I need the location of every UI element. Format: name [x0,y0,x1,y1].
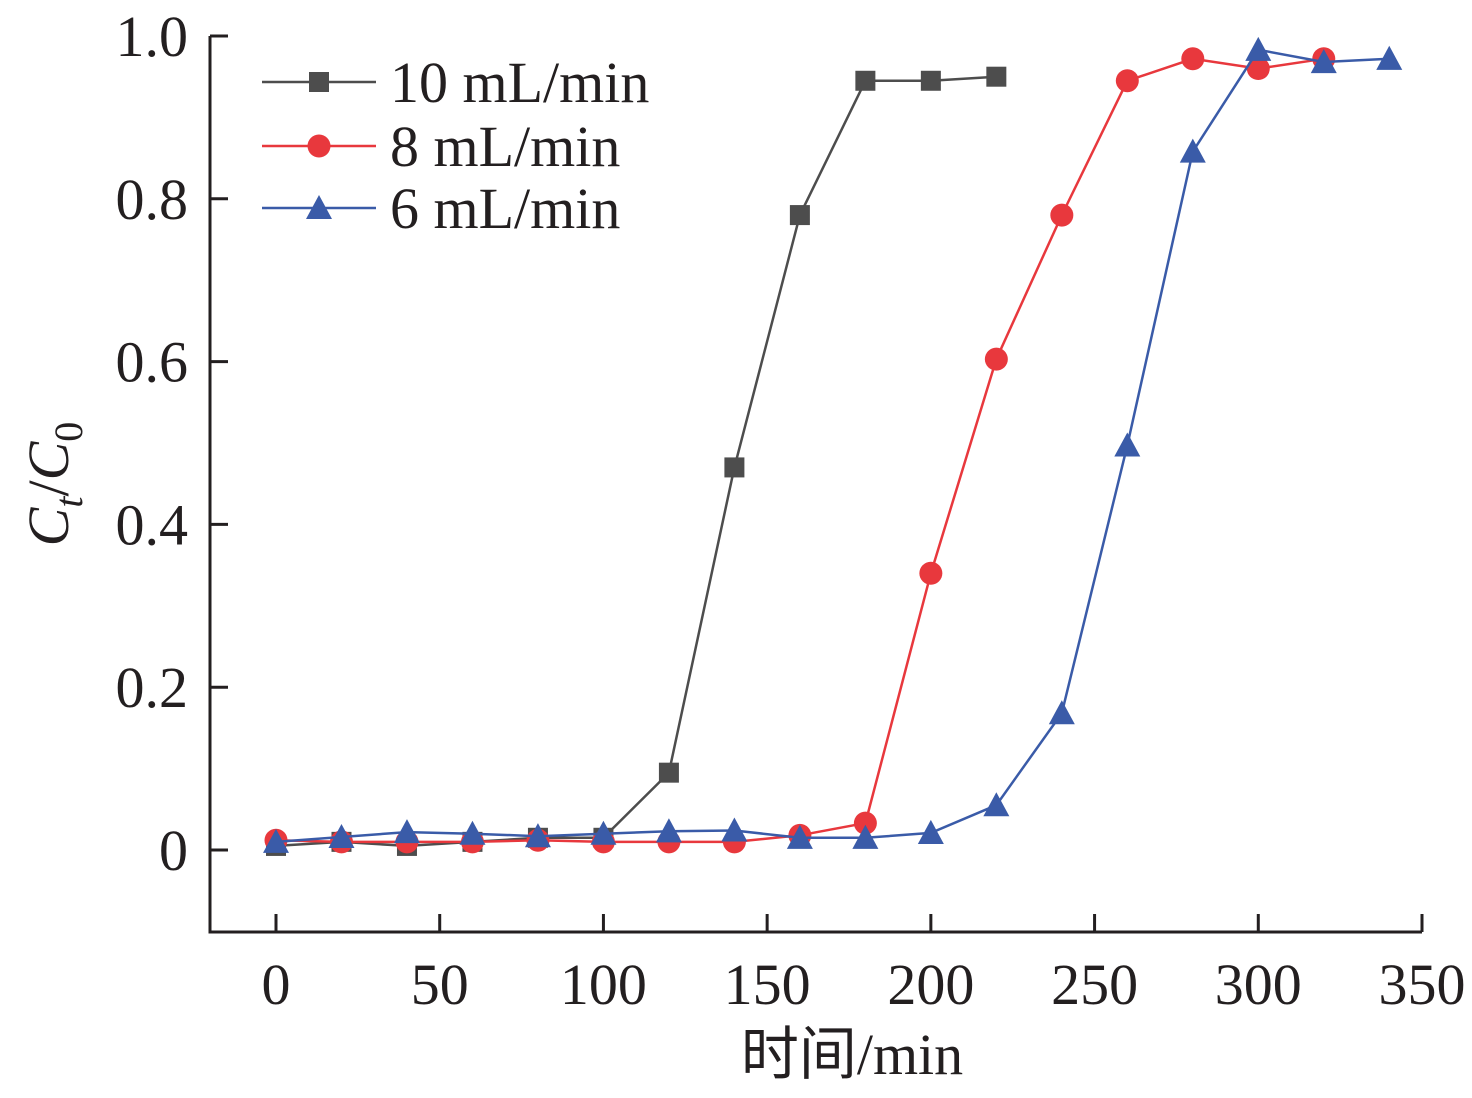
legend-label: 8 mL/min [390,114,620,179]
series-3 [263,36,1403,853]
legend-marker [309,72,329,92]
data-point [1115,69,1139,93]
series-line [275,75,997,848]
data-point [393,819,420,844]
y-axis-ticks: 0 0.2 0.4 0.6 0.8 1.0 [116,4,228,883]
x-axis-ticks: 0 50 100 150 200 250 300 350 [262,914,1466,1017]
series-line [275,48,1390,844]
x-tick-label: 0 [262,952,291,1017]
legend-marker [307,134,331,158]
y-title-c0: C [16,440,81,480]
data-point [786,824,813,849]
data-point [853,811,877,835]
legend-label: 6 mL/min [390,176,620,241]
legend-label: 10 mL/min [390,50,649,115]
axis-lines [208,36,1422,934]
svg-text:Ct/C0: Ct/C0 [16,422,91,547]
data-point [1376,45,1403,70]
y-tick-label: 0 [159,818,188,883]
x-tick-label: 350 [1379,952,1466,1017]
y-axis-title: Ct/C0 [16,422,91,547]
data-point [459,820,486,845]
data-point [986,66,1007,87]
y-tick-label: 0.8 [116,167,189,232]
legend-item: 8 mL/min [262,114,620,179]
data-point [655,818,682,843]
data-point [1050,203,1074,227]
data-point [724,457,745,478]
data-point [590,820,617,845]
y-title-sub-0: 0 [46,422,91,442]
data-point [1048,700,1075,725]
data-point [983,792,1010,817]
data-point [1245,36,1272,61]
x-tick-label: 300 [1215,952,1302,1017]
x-tick-label: 100 [560,952,647,1017]
legend-item: 6 mL/min [262,176,620,241]
y-tick-label: 0.2 [116,655,189,720]
axes [208,36,1422,934]
data-point [984,347,1008,371]
data-point [855,70,876,91]
y-title-slash: / [16,480,81,497]
y-tick-label: 0.4 [116,492,189,557]
y-tick-label: 0.6 [116,330,189,395]
x-tick-label: 150 [724,952,811,1017]
data-point [1246,57,1270,81]
series-layer [263,36,1403,856]
y-title-c: C [16,506,81,546]
y-title-sub-t: t [46,496,91,508]
y-tick-label: 1.0 [116,4,189,69]
data-point [1114,432,1141,457]
data-point [920,70,941,91]
x-tick-label: 50 [411,952,469,1017]
x-tick-label: 250 [1051,952,1138,1017]
data-point [917,819,944,844]
x-tick-label: 200 [887,952,974,1017]
data-point [1181,47,1205,71]
legend-marker [306,195,332,220]
data-point [1310,49,1337,74]
series-1 [266,66,1007,856]
data-point [328,823,355,849]
data-point [789,205,810,226]
data-point [1179,138,1206,163]
legend-item: 10 mL/min [262,50,649,115]
data-point [919,561,943,585]
data-point [852,824,879,849]
data-point [721,817,748,842]
x-axis-title: 时间/min [741,1022,963,1087]
data-point [658,762,679,783]
data-point [524,823,551,848]
data-point [263,828,289,853]
